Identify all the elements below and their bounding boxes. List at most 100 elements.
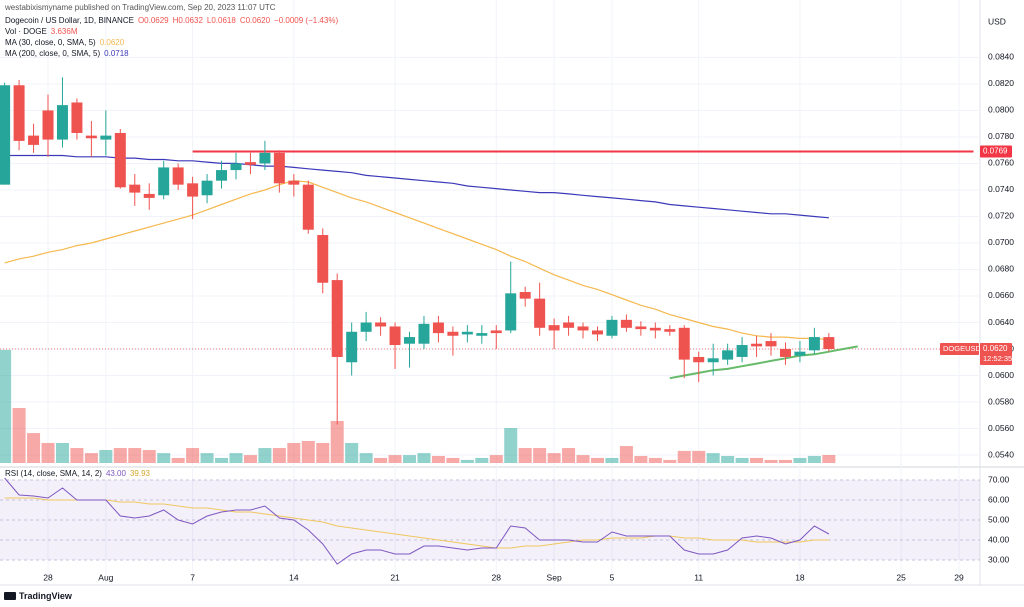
y-tick-label: 0.0600 — [988, 370, 1014, 380]
candle-body — [114, 132, 126, 188]
symbol-tag — [940, 343, 979, 356]
candle-body — [129, 184, 141, 193]
candle-body — [0, 85, 11, 185]
candle-body — [172, 167, 184, 185]
candle-body — [418, 323, 430, 344]
volume-bar — [504, 428, 518, 463]
volume-bar — [70, 448, 84, 463]
candle-body — [158, 167, 170, 196]
volume-bar — [316, 442, 330, 463]
candle-body — [490, 330, 502, 334]
volume-bar — [822, 455, 836, 463]
volume-bar — [807, 455, 821, 463]
legend-value: 43.00 — [105, 469, 126, 478]
legend-row: MA (200, close, 0, SMA, 5) 0.0718 — [5, 48, 342, 59]
volume-bar — [374, 457, 388, 463]
volume-bar — [171, 457, 185, 463]
rsi-tick-label: 40.00 — [988, 534, 1010, 544]
volume-bar — [706, 453, 720, 463]
volume-bar — [619, 446, 633, 463]
volume-bar — [301, 441, 315, 463]
y-tick-label: 0.0780 — [988, 131, 1014, 141]
volume-bar — [735, 457, 749, 463]
rsi-tick-label: 70.00 — [988, 474, 1010, 484]
candle-body — [693, 356, 705, 363]
ohlc: O0.0629 — [137, 16, 169, 25]
candle-body — [635, 326, 647, 330]
footer: TradingView — [4, 591, 72, 601]
candle-body — [678, 327, 690, 360]
y-tick-label: 0.0640 — [988, 317, 1014, 327]
legend-row: Dogecoin / US Dollar, 1D, BINANCE O0.0629… — [5, 15, 342, 26]
countdown-label: 12:52:35 — [983, 354, 1012, 363]
candle-body — [317, 235, 329, 283]
volume-bar — [142, 450, 156, 463]
ohlc: H0.0632 — [172, 16, 203, 25]
volume-bar — [793, 457, 807, 463]
volume-bar — [475, 457, 489, 463]
candle-body — [606, 319, 618, 336]
volume-bar — [186, 448, 200, 463]
volume-bar — [157, 453, 171, 463]
candle-body — [302, 184, 314, 230]
x-tick-label: 5 — [610, 572, 615, 582]
candle-body — [230, 163, 242, 171]
candle-body — [100, 135, 112, 140]
legend-row: MA (30, close, 0, SMA, 5) 0.0620 — [5, 37, 342, 48]
legend: Dogecoin / US Dollar, 1D, BINANCE O0.0629… — [5, 15, 342, 59]
candle-body — [201, 180, 213, 196]
volume-bar — [750, 457, 764, 463]
candle-body — [143, 193, 155, 198]
ohlc: −0.0009 (−1.43%) — [274, 16, 339, 25]
volume-bar — [417, 453, 431, 463]
candle-body — [360, 322, 372, 332]
y-tick-label: 0.0720 — [988, 211, 1014, 221]
volume-bar — [41, 442, 55, 463]
volume-bar — [27, 433, 41, 463]
moving-average — [4, 154, 829, 219]
candle-body — [389, 326, 401, 346]
candle-body — [216, 170, 228, 181]
candle-body — [288, 180, 300, 185]
volume-bar — [721, 455, 735, 463]
volume-bar — [677, 450, 691, 463]
x-tick-label: Aug — [98, 572, 113, 582]
y-tick-label: 0.0840 — [988, 52, 1014, 62]
x-tick-label: 28 — [43, 572, 53, 582]
candle-body — [577, 326, 589, 331]
legend-value: 3.636M — [50, 27, 78, 36]
legend-name: RSI (14, close, SMA, 14, 2) — [5, 469, 102, 478]
volume-bar — [692, 450, 706, 463]
volume-bar — [0, 349, 12, 463]
volume-bar — [518, 448, 532, 463]
candle-body — [707, 358, 719, 363]
volume-bar — [460, 459, 474, 463]
candle-body — [794, 351, 806, 356]
volume-bar — [547, 453, 561, 463]
volume-bar — [258, 448, 272, 463]
price-tag-label: 0.0620 — [983, 344, 1008, 353]
candle-body — [375, 322, 387, 327]
rsi-tick-label: 50.00 — [988, 514, 1010, 524]
volume-bar — [200, 453, 214, 463]
candle-body — [664, 329, 676, 332]
volume-bar — [330, 420, 344, 463]
legend-name: MA (30, close, 0, SMA, 5) — [5, 38, 96, 47]
candle-body — [722, 350, 734, 360]
candle-body — [273, 152, 285, 184]
volume-bar — [562, 448, 576, 463]
price-tag — [980, 145, 1012, 158]
x-tick-label: 28 — [492, 572, 502, 582]
volume-bar — [359, 453, 373, 463]
y-tick-label: 0.0800 — [988, 105, 1014, 115]
candle-body — [649, 327, 661, 331]
candle-body — [13, 85, 25, 141]
volume-bar — [215, 457, 229, 463]
volume-bar — [648, 457, 662, 463]
rsi-tick-label: 60.00 — [988, 494, 1010, 504]
ohlc: C0.0620 — [239, 16, 271, 25]
y-tick-label: 0.0540 — [988, 449, 1014, 459]
x-tick-label: 25 — [896, 572, 906, 582]
logo — [4, 592, 16, 600]
